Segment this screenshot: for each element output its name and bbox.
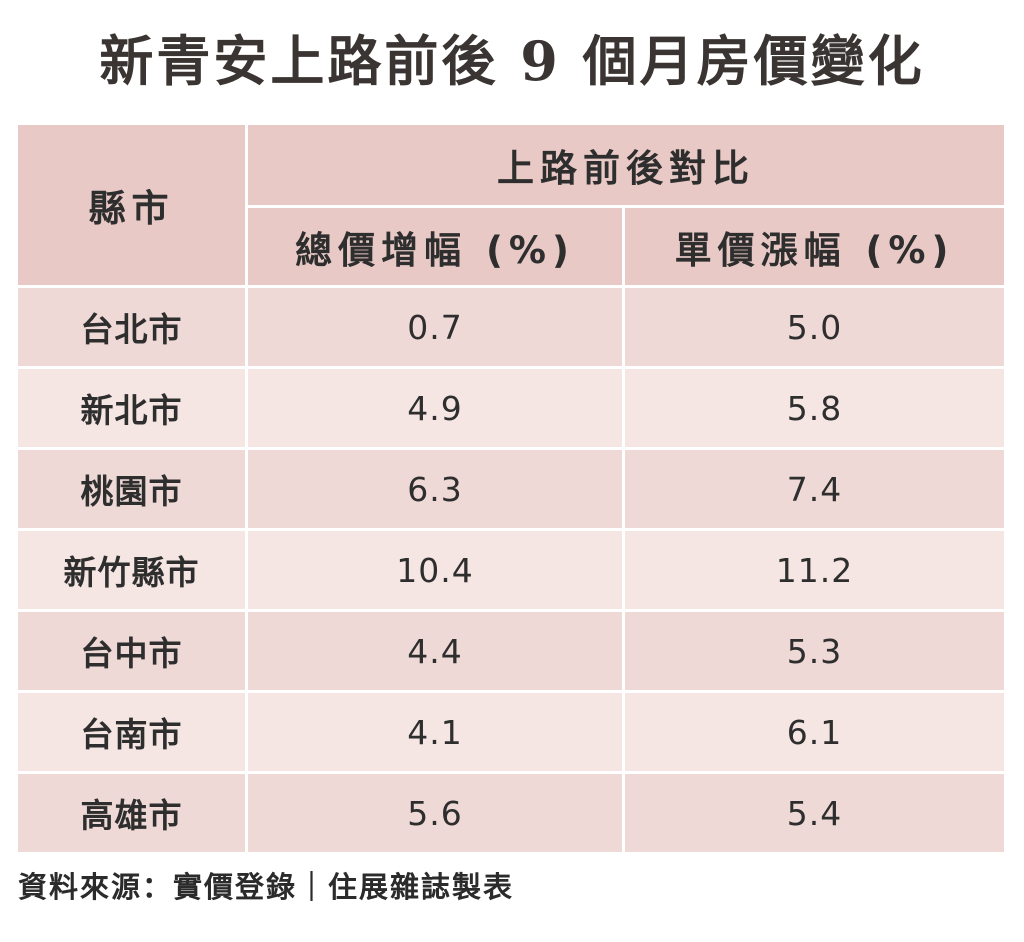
unit-increase-cell: 5.3 [625, 612, 1004, 693]
county-cell: 新北市 [18, 369, 248, 450]
county-cell: 桃園市 [18, 450, 248, 531]
table-row: 台南市 4.1 6.1 [18, 693, 1004, 774]
total-increase-cell: 4.4 [248, 612, 625, 693]
county-column-header: 縣市 [18, 125, 248, 288]
total-increase-cell: 6.3 [248, 450, 625, 531]
table-row: 桃園市 6.3 7.4 [18, 450, 1004, 531]
unit-price-increase-header: 單價漲幅 (%) [625, 208, 1004, 288]
unit-increase-cell: 6.1 [625, 693, 1004, 774]
unit-increase-cell: 7.4 [625, 450, 1004, 531]
price-change-table: 縣市 上路前後對比 總價增幅 (%) 單價漲幅 (%) 台北市 0.7 5.0 … [18, 125, 1004, 855]
table-row: 新竹縣市 10.4 11.2 [18, 531, 1004, 612]
total-increase-cell: 10.4 [248, 531, 625, 612]
county-cell: 台中市 [18, 612, 248, 693]
county-cell: 台南市 [18, 693, 248, 774]
unit-increase-cell: 11.2 [625, 531, 1004, 612]
total-increase-cell: 4.1 [248, 693, 625, 774]
unit-increase-cell: 5.8 [625, 369, 1004, 450]
unit-increase-cell: 5.0 [625, 288, 1004, 369]
unit-increase-cell: 5.4 [625, 774, 1004, 855]
page-title: 新青安上路前後 9 個月房價變化 [99, 29, 925, 93]
table-row: 台中市 4.4 5.3 [18, 612, 1004, 693]
total-price-increase-header: 總價增幅 (%) [248, 208, 625, 288]
table-row: 高雄市 5.6 5.4 [18, 774, 1004, 855]
total-increase-cell: 0.7 [248, 288, 625, 369]
total-increase-cell: 4.9 [248, 369, 625, 450]
county-cell: 台北市 [18, 288, 248, 369]
county-cell: 高雄市 [18, 774, 248, 855]
county-cell: 新竹縣市 [18, 531, 248, 612]
table-row: 台北市 0.7 5.0 [18, 288, 1004, 369]
table-row: 新北市 4.9 5.8 [18, 369, 1004, 450]
total-increase-cell: 5.6 [248, 774, 625, 855]
source-note: 資料來源：實價登錄｜住展雜誌製表 [18, 870, 515, 904]
comparison-group-header: 上路前後對比 [248, 125, 1004, 208]
